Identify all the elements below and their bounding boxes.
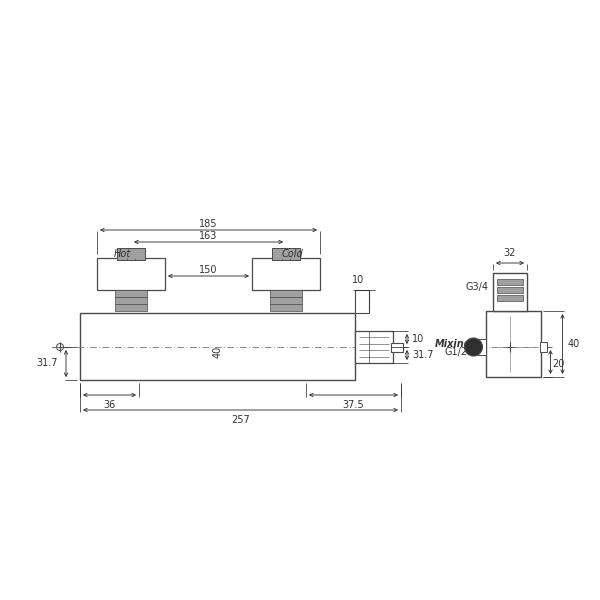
Bar — [97, 258, 165, 290]
Bar — [497, 287, 523, 293]
Bar — [485, 311, 541, 377]
Text: 257: 257 — [231, 415, 250, 425]
Text: 10: 10 — [352, 275, 364, 285]
Text: 37.5: 37.5 — [343, 400, 364, 410]
Text: 36: 36 — [103, 400, 116, 410]
Bar — [270, 290, 302, 297]
Text: 31.7: 31.7 — [412, 350, 433, 360]
Text: 10: 10 — [412, 334, 424, 344]
Text: 31.7: 31.7 — [37, 358, 58, 368]
Text: 163: 163 — [199, 231, 218, 241]
Text: 185: 185 — [199, 219, 218, 229]
Bar — [270, 304, 302, 311]
Bar — [272, 248, 300, 260]
Bar — [115, 290, 147, 297]
Bar — [115, 304, 147, 311]
Bar — [355, 331, 393, 363]
Text: G1/2: G1/2 — [445, 347, 467, 357]
Text: 32: 32 — [504, 248, 516, 258]
Text: 20: 20 — [553, 359, 565, 369]
Text: G3/4: G3/4 — [466, 282, 489, 292]
Text: 150: 150 — [199, 265, 218, 275]
Bar — [355, 290, 369, 313]
Bar — [252, 258, 320, 290]
Bar — [497, 295, 523, 301]
Bar — [115, 297, 147, 304]
Bar — [391, 343, 403, 352]
Bar — [539, 342, 547, 352]
Bar — [80, 313, 355, 380]
Bar — [472, 339, 485, 355]
Text: 40: 40 — [568, 339, 580, 349]
Bar — [493, 273, 527, 311]
Text: Mixing: Mixing — [435, 339, 472, 349]
Bar — [497, 279, 523, 285]
Bar — [270, 297, 302, 304]
Text: Cold: Cold — [281, 249, 303, 259]
Text: Hot: Hot — [114, 249, 131, 259]
Text: 40: 40 — [212, 346, 223, 358]
Bar — [117, 248, 145, 260]
Circle shape — [464, 338, 482, 356]
